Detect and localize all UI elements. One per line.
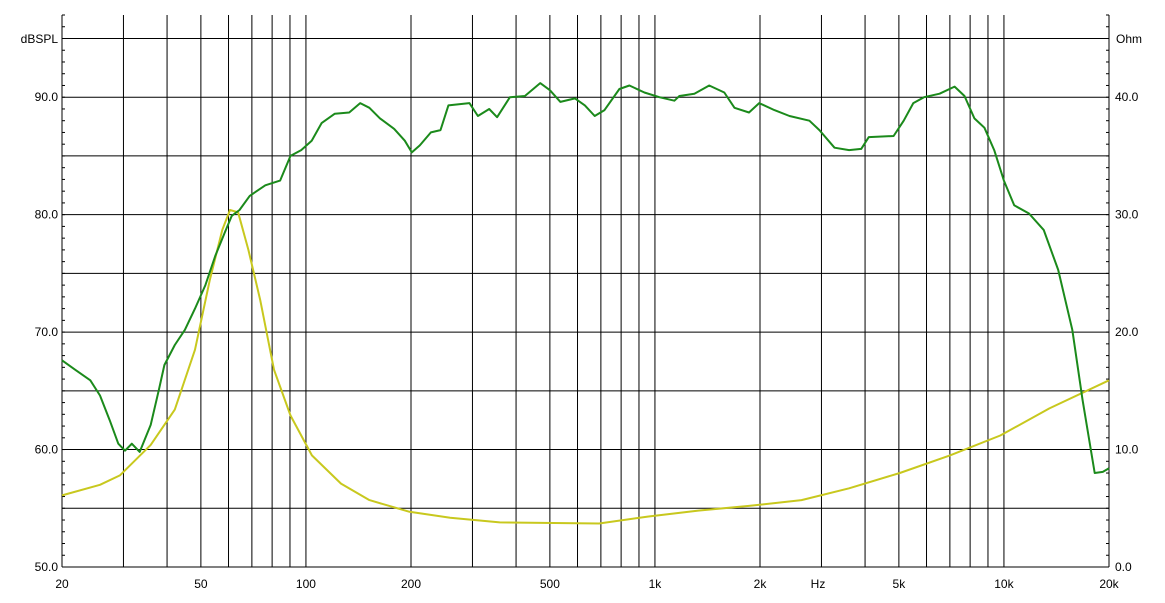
x-tick-label: 5k	[893, 577, 907, 591]
spl-curve	[61, 82, 1110, 474]
y-right-tick-label: 40.0	[1115, 90, 1139, 104]
x-tick-label: 1k	[649, 577, 663, 591]
y-right-tick-label: 30.0	[1115, 208, 1139, 222]
x-tick-label: 50	[194, 577, 208, 591]
axis-ticks: 50.0 60.0 70.0 80.0 90.0 0.0 10.0 20.0 30.0 40.0 2…	[35, 14, 1139, 591]
y-right-tick-label: 10.0	[1115, 443, 1139, 457]
x-tick-label: 20k	[1099, 577, 1119, 591]
x-tick-label: 2k	[754, 577, 768, 591]
x-tick-label: 200	[401, 577, 421, 591]
x-tick-label: 100	[296, 577, 316, 591]
y-left-tick-label: 60.0	[35, 443, 59, 457]
x-tick-label: 500	[540, 577, 560, 591]
x-axis-label: Hz	[811, 577, 826, 591]
curves	[61, 82, 1110, 525]
x-tick-label: 20	[55, 577, 69, 591]
y-axis-right-label: Ohm	[1116, 32, 1142, 46]
y-right-tick-label: 20.0	[1115, 325, 1139, 339]
impedance-curve	[61, 209, 1110, 525]
x-tick-label: 10k	[994, 577, 1014, 591]
y-left-tick-label: 70.0	[35, 325, 59, 339]
y-left-tick-label: 90.0	[35, 90, 59, 104]
grid	[61, 15, 1110, 568]
y-axis-left-label: dBSPL	[21, 32, 59, 46]
y-left-tick-label: 80.0	[35, 208, 59, 222]
y-right-tick-label: 0.0	[1115, 560, 1132, 574]
y-left-tick-label: 50.0	[35, 560, 59, 574]
